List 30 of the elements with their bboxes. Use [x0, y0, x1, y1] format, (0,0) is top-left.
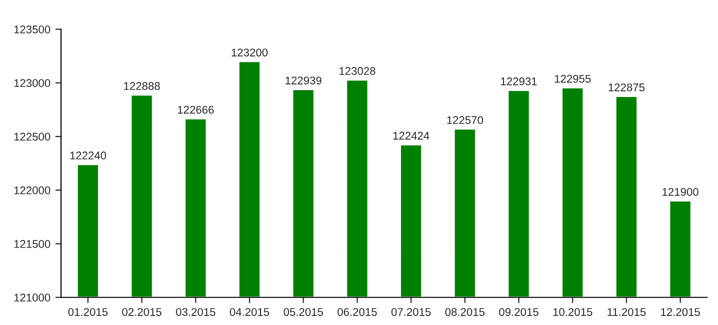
- y-tick-label: 122500: [14, 132, 50, 141]
- data-label: 123200: [232, 48, 268, 56]
- x-tick-label: 02.2015: [122, 308, 162, 316]
- x-tick-label: 01.2015: [68, 308, 108, 316]
- y-tick-label: 123000: [14, 79, 50, 88]
- data-label: 122931: [501, 77, 537, 86]
- y-tick-label: 122000: [14, 186, 50, 194]
- x-tick-label: 11.2015: [608, 308, 646, 316]
- data-label: 122666: [178, 106, 214, 114]
- x-tick-label: 05.2015: [284, 308, 323, 316]
- data-label: 122888: [124, 82, 160, 90]
- x-tick-label: 12.2015: [661, 308, 700, 316]
- data-label: 123028: [340, 67, 376, 75]
- y-tick-label: 121000: [14, 294, 50, 302]
- data-label: 121900: [662, 188, 698, 196]
- x-tick-label: 07.2015: [391, 308, 431, 316]
- x-tick-label: 10.2015: [553, 308, 592, 316]
- x-tick-label: 09.2015: [499, 308, 538, 316]
- y-tick-label: 121500: [14, 240, 50, 248]
- y-tick-label: 123500: [14, 26, 50, 34]
- data-label: 122570: [447, 116, 484, 124]
- data-label: 122955: [554, 74, 591, 83]
- x-tick-label: 04.2015: [230, 308, 270, 316]
- data-label: 122240: [70, 152, 106, 160]
- data-label: 122424: [393, 132, 430, 140]
- data-label: 122939: [286, 76, 322, 84]
- x-tick-label: 03.2015: [176, 308, 216, 316]
- x-tick-label: 08.2015: [445, 308, 485, 316]
- x-tick-label: 06.2015: [338, 308, 377, 316]
- data-label: 122875: [608, 83, 645, 92]
